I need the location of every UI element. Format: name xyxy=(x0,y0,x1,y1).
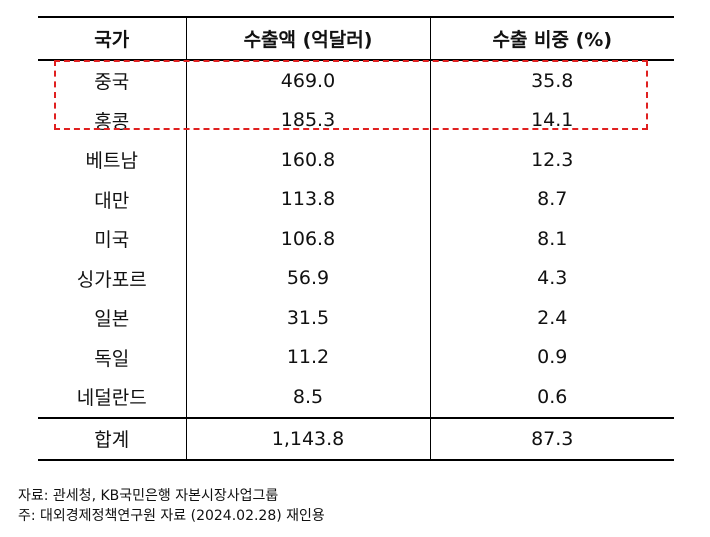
country-cell: 네덜란드 xyxy=(76,387,147,410)
amount-cell: 160.8 xyxy=(185,140,430,180)
share-cell: 35.8 xyxy=(429,60,674,101)
total-label: 합계 xyxy=(38,416,186,461)
table-row: 홍콩 185.3 14.1 xyxy=(38,100,674,140)
export-table: 국가 수출액 (억달러) 수출 비중 (%) 중국 469.0 35.8 홍콩 … xyxy=(38,16,674,461)
table-row: 미국 106.8 8.1 xyxy=(38,219,674,259)
country-cell: 일본 xyxy=(94,308,130,331)
share-cell: 0.6 xyxy=(429,377,674,418)
country-cell: 베트남 xyxy=(85,150,138,173)
header-export-amount: 수출액 (억달러) xyxy=(185,16,430,61)
table-row: 중국 469.0 35.8 xyxy=(38,60,674,101)
share-cell: 8.7 xyxy=(429,179,674,219)
footnotes: 자료: 관세청, KB국민은행 자본시장사업그룹 주: 대외경제정책연구원 자료… xyxy=(18,486,325,526)
total-share: 87.3 xyxy=(429,416,674,461)
table-row: 베트남 160.8 12.3 xyxy=(38,140,674,180)
amount-cell: 11.2 xyxy=(185,337,430,377)
table-row: 네덜란드 8.5 0.6 xyxy=(38,377,674,418)
country-cell: 대만 xyxy=(94,189,130,212)
share-cell: 0.9 xyxy=(429,337,674,377)
table-header-row: 국가 수출액 (억달러) 수출 비중 (%) xyxy=(38,16,674,61)
share-cell: 12.3 xyxy=(429,140,674,180)
share-cell: 8.1 xyxy=(429,219,674,259)
country-cell: 중국 xyxy=(94,71,130,94)
amount-cell: 8.5 xyxy=(185,377,430,418)
total-row: 합계 1,143.8 87.3 xyxy=(38,416,674,461)
country-cell: 홍콩 xyxy=(94,110,130,133)
amount-cell: 56.9 xyxy=(185,258,430,298)
citation-note: 주: 대외경제정책연구원 자료 (2024.02.28) 재인용 xyxy=(18,508,325,524)
table-row: 일본 31.5 2.4 xyxy=(38,298,674,338)
amount-cell: 31.5 xyxy=(185,298,430,338)
total-amount: 1,143.8 xyxy=(185,416,430,461)
export-table-container: 국가 수출액 (억달러) 수출 비중 (%) 중국 469.0 35.8 홍콩 … xyxy=(38,16,674,461)
share-cell: 14.1 xyxy=(429,100,674,140)
amount-cell: 113.8 xyxy=(185,179,430,219)
source-note: 자료: 관세청, KB국민은행 자본시장사업그룹 xyxy=(18,488,279,504)
table-row: 대만 113.8 8.7 xyxy=(38,179,674,219)
country-cell: 독일 xyxy=(94,347,130,370)
table-row: 독일 11.2 0.9 xyxy=(38,337,674,377)
country-cell: 미국 xyxy=(94,229,130,252)
share-cell: 2.4 xyxy=(429,298,674,338)
amount-cell: 185.3 xyxy=(185,100,430,140)
share-cell: 4.3 xyxy=(429,258,674,298)
table-row: 싱가포르 56.9 4.3 xyxy=(38,258,674,298)
amount-cell: 106.8 xyxy=(185,219,430,259)
amount-cell: 469.0 xyxy=(185,60,430,101)
header-country: 국가 xyxy=(38,16,186,61)
country-cell: 싱가포르 xyxy=(76,268,147,291)
header-export-share: 수출 비중 (%) xyxy=(429,16,674,61)
